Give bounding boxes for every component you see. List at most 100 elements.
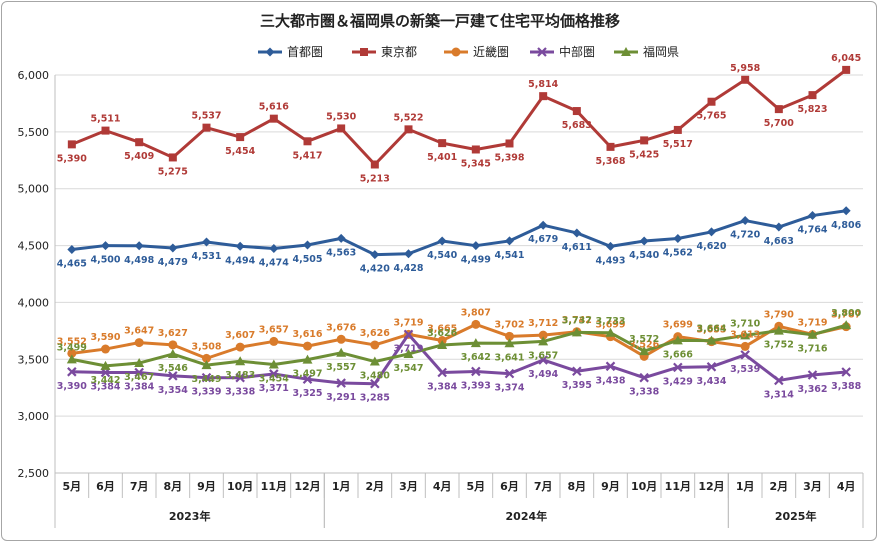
data-label: 3,699	[663, 320, 693, 331]
data-label: 5,522	[393, 112, 423, 123]
data-label: 5,517	[663, 139, 693, 150]
data-point	[606, 142, 615, 151]
data-label: 3,647	[124, 326, 154, 337]
data-point	[66, 354, 77, 364]
data-point	[437, 339, 448, 349]
legend-item: 中部圏	[530, 44, 595, 59]
data-label: 3,449	[191, 374, 221, 385]
data-label: 4,531	[191, 251, 221, 262]
data-label: 3,790	[764, 309, 794, 320]
data-label: 4,420	[360, 264, 390, 275]
data-label: 3,384	[124, 381, 154, 392]
data-point	[437, 367, 447, 378]
data-label: 4,493	[595, 255, 625, 266]
data-point	[505, 331, 514, 341]
data-point	[134, 367, 144, 378]
data-point	[451, 47, 461, 57]
data-point	[538, 355, 548, 365]
data-point	[370, 378, 380, 389]
data-point	[269, 114, 278, 123]
data-point	[302, 354, 313, 364]
x-tick-label: 10月	[227, 480, 253, 493]
x-tick-label: 4月	[837, 480, 856, 493]
legend-item: 福岡県	[614, 44, 679, 59]
data-label: 5,616	[259, 102, 289, 113]
data-point	[101, 126, 110, 135]
data-point	[841, 367, 851, 377]
data-label: 3,384	[90, 381, 120, 392]
x-tick-label: 8月	[164, 480, 183, 493]
data-label: 4,479	[158, 257, 188, 268]
data-label: 4,679	[528, 234, 558, 245]
data-point	[370, 160, 379, 169]
data-label: 4,611	[562, 242, 592, 253]
data-point	[807, 370, 818, 380]
data-point	[470, 338, 481, 348]
data-point	[640, 136, 649, 145]
data-label: 3,291	[326, 392, 356, 403]
data-label: 5,958	[730, 63, 760, 74]
data-point	[572, 366, 582, 377]
data-point	[302, 374, 313, 384]
y-tick-label: 3,500	[18, 353, 50, 366]
data-point	[369, 356, 380, 366]
data-point	[539, 92, 548, 101]
data-label: 3,737	[562, 315, 592, 326]
data-label: 3,508	[191, 341, 221, 352]
data-point	[134, 338, 144, 348]
data-point	[605, 361, 616, 372]
data-label: 3,467	[124, 372, 154, 383]
x-year-label: 2023年	[169, 509, 211, 523]
data-point	[202, 123, 211, 132]
data-point	[471, 319, 481, 329]
data-point	[471, 145, 480, 154]
data-label: 3,572	[629, 334, 659, 345]
data-point	[842, 65, 851, 74]
data-label: 3,607	[225, 330, 255, 341]
y-tick-label: 6,000	[18, 69, 50, 82]
data-label: 5,213	[360, 173, 390, 184]
data-label: 3,712	[528, 318, 558, 329]
data-point	[572, 107, 581, 116]
data-point	[538, 220, 548, 230]
data-point	[505, 236, 514, 246]
data-point	[471, 241, 481, 251]
data-label: 5,398	[494, 152, 524, 163]
series-line	[71, 332, 847, 386]
data-label: 5,409	[124, 151, 154, 162]
data-label: 4,620	[696, 241, 726, 252]
data-label: 4,494	[225, 255, 255, 266]
data-label: 5,417	[292, 150, 322, 161]
y-tick-label: 2,500	[18, 467, 50, 480]
data-label: 4,505	[292, 254, 322, 265]
data-label: 3,616	[292, 329, 322, 340]
data-label: 3,733	[595, 316, 625, 327]
legend-label: 首都圏	[287, 45, 323, 59]
data-point	[303, 341, 312, 351]
data-point	[774, 375, 784, 386]
data-label: 3,338	[225, 387, 255, 398]
x-tick-label: 6月	[500, 480, 519, 493]
data-point	[167, 349, 178, 359]
data-label: 6,045	[831, 53, 861, 64]
data-label: 4,764	[797, 225, 827, 236]
data-label: 3,702	[494, 319, 524, 330]
data-point	[202, 237, 211, 247]
data-label: 3,539	[730, 364, 760, 375]
data-label: 5,823	[797, 104, 827, 115]
x-tick-label: 9月	[601, 480, 620, 493]
x-tick-label: 5月	[63, 480, 82, 493]
data-point	[673, 362, 683, 373]
data-label: 3,374	[494, 383, 524, 394]
legend-label: 東京都	[381, 45, 417, 59]
data-label: 4,563	[326, 247, 356, 258]
data-label: 4,474	[259, 258, 289, 269]
data-label: 3,483	[225, 370, 255, 381]
data-label: 3,752	[764, 340, 794, 351]
data-point	[202, 353, 211, 363]
data-label: 3,627	[158, 328, 188, 339]
data-point	[168, 371, 178, 381]
data-label: 3,742	[562, 315, 592, 326]
data-point	[303, 240, 312, 250]
data-point	[707, 97, 716, 106]
